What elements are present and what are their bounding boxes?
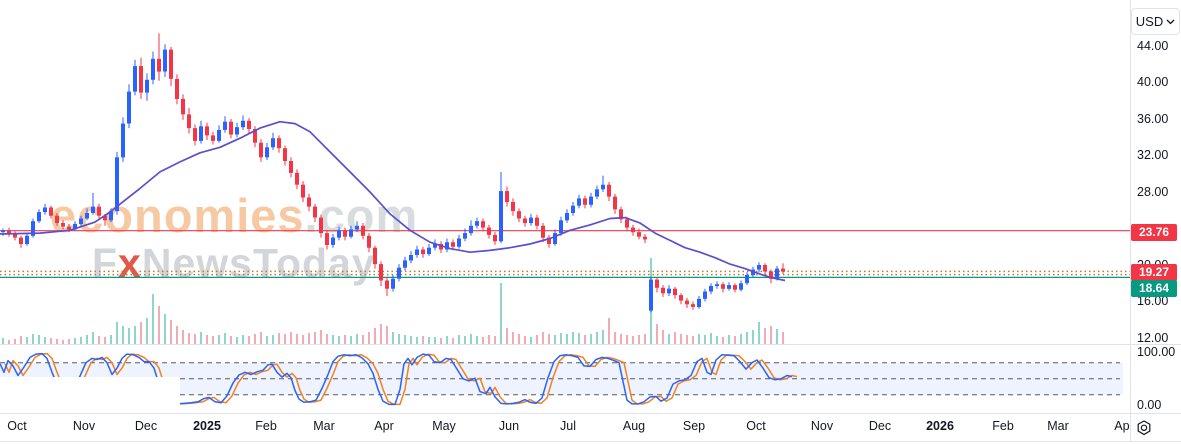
time-tick-mar: Mar bbox=[1047, 419, 1069, 433]
time-tick-jul: Jul bbox=[560, 419, 576, 433]
bottom-border bbox=[0, 441, 1181, 442]
price-tick: 16.00 bbox=[1137, 294, 1169, 308]
price-axis-separator bbox=[1130, 0, 1131, 441]
currency-selector[interactable]: USD bbox=[1131, 8, 1180, 35]
chart-canvas[interactable]: economies.com FxNewsToday bbox=[0, 0, 1130, 413]
price-tick: 28.00 bbox=[1137, 185, 1169, 199]
time-tick-2026: 2026 bbox=[926, 419, 954, 433]
price-axis[interactable]: USD 44.0040.0036.0032.0028.0020.0016.001… bbox=[1131, 0, 1181, 413]
time-tick-aug: Aug bbox=[622, 419, 646, 433]
time-tick-jun: Jun bbox=[498, 419, 520, 433]
price-tick: 44.00 bbox=[1137, 39, 1169, 53]
settings-gear-icon[interactable] bbox=[1135, 419, 1153, 437]
chart-svg[interactable] bbox=[0, 0, 1130, 413]
time-tick-feb: Feb bbox=[992, 419, 1014, 433]
price-label-18.64: 18.64 bbox=[1131, 279, 1177, 297]
time-tick-nov: Nov bbox=[72, 419, 96, 433]
time-tick-mar: Mar bbox=[313, 419, 335, 433]
price-tick: 40.00 bbox=[1137, 75, 1169, 89]
time-tick-dec: Dec bbox=[868, 419, 892, 433]
time-tick-nov: Nov bbox=[810, 419, 834, 433]
time-axis[interactable]: Oct Nov Dec 2025 Feb Mar Apr May Jun Jul Aug Sep Oct… bbox=[0, 413, 1130, 441]
chevron-down-icon bbox=[1166, 19, 1175, 24]
price-tick: 0.00 bbox=[1137, 398, 1162, 412]
time-tick-oct: Oct bbox=[746, 419, 766, 433]
time-tick-apr: Apr bbox=[1114, 419, 1130, 433]
time-tick-feb: Feb bbox=[255, 419, 277, 433]
price-tick: 100.00 bbox=[1137, 345, 1176, 359]
time-tick-oct: Oct bbox=[7, 419, 27, 433]
time-tick-may: May bbox=[432, 419, 456, 433]
currency-label: USD bbox=[1135, 14, 1164, 29]
price-label-23.76: 23.76 bbox=[1131, 223, 1177, 241]
time-tick-2025: 2025 bbox=[193, 419, 221, 433]
pane-separator[interactable] bbox=[0, 344, 1181, 345]
time-tick-apr: Apr bbox=[374, 419, 394, 433]
price-tick: 36.00 bbox=[1137, 112, 1169, 126]
price-tick: 12.00 bbox=[1137, 331, 1169, 345]
price-label-19.27: 19.27 bbox=[1131, 263, 1177, 281]
time-tick-sep: Sep bbox=[682, 419, 706, 433]
time-tick-dec: Dec bbox=[134, 419, 158, 433]
price-tick: 32.00 bbox=[1137, 148, 1169, 162]
axis-separator bbox=[0, 413, 1181, 414]
